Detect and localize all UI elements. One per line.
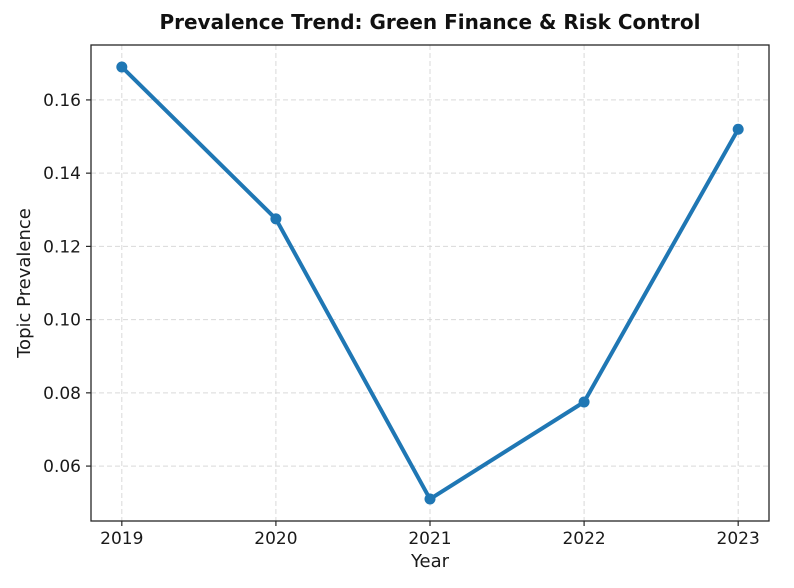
y-tick-label: 0.06 bbox=[43, 457, 81, 477]
x-tick-label: 2019 bbox=[100, 529, 143, 549]
data-point bbox=[270, 213, 282, 225]
x-tick-label: 2021 bbox=[408, 529, 451, 549]
data-point bbox=[732, 123, 744, 135]
data-point bbox=[116, 61, 128, 73]
y-tick-label: 0.10 bbox=[43, 311, 81, 331]
x-tick-label: 2020 bbox=[254, 529, 297, 549]
y-tick-label: 0.16 bbox=[43, 91, 81, 111]
y-tick-label: 0.12 bbox=[43, 237, 81, 257]
y-tick-label: 0.08 bbox=[43, 384, 81, 404]
x-tick-label: 2022 bbox=[562, 529, 605, 549]
trend-line bbox=[119, 64, 741, 502]
y-axis-label: Topic Prevalence bbox=[14, 208, 35, 359]
chart-title: Prevalence Trend: Green Finance & Risk C… bbox=[159, 10, 701, 34]
y-tick-label: 0.14 bbox=[43, 164, 81, 184]
data-point bbox=[578, 396, 590, 408]
x-tick-label: 2023 bbox=[717, 529, 760, 549]
data-point bbox=[424, 493, 436, 505]
x-axis-label: Year bbox=[410, 551, 450, 572]
